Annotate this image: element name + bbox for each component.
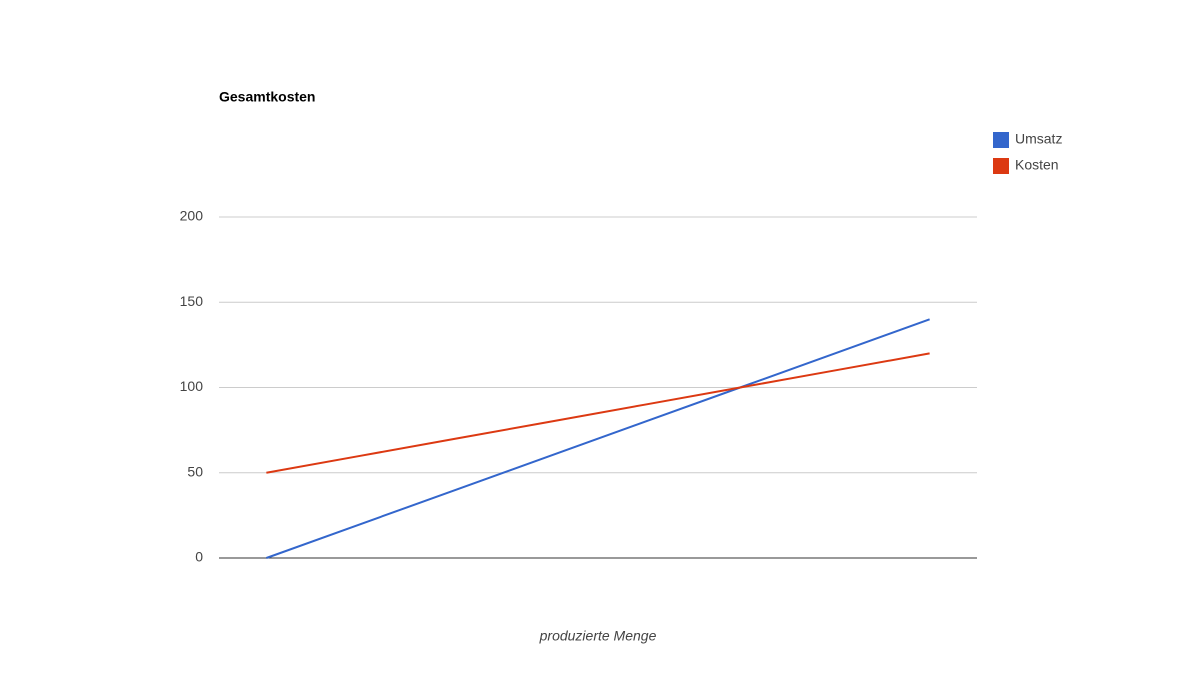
y-tick-label: 100: [180, 378, 204, 394]
x-axis-label: produzierte Menge: [539, 628, 657, 644]
series-line: [266, 318, 930, 559]
legend-swatch: [993, 158, 1009, 174]
legend-swatch: [993, 132, 1009, 148]
chart-title: Gesamtkosten: [219, 89, 315, 105]
y-tick-label: 50: [187, 463, 203, 479]
y-tick-label: 200: [180, 208, 204, 224]
legend-label: Umsatz: [1015, 131, 1062, 147]
legend-label: Kosten: [1015, 157, 1059, 173]
y-tick-label: 150: [180, 293, 204, 309]
y-tick-label: 0: [195, 549, 203, 565]
series-line: [266, 352, 930, 474]
